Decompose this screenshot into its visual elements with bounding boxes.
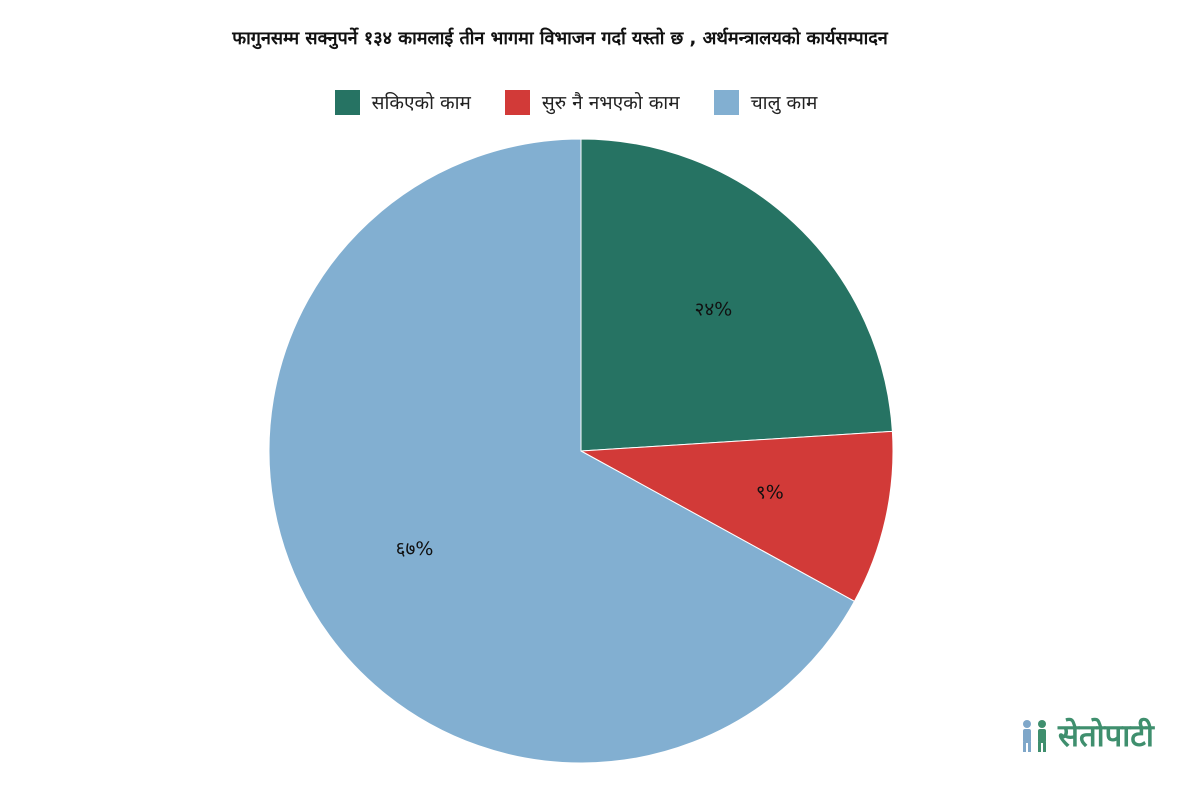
- legend-item-completed: सकिएको काम: [334, 89, 471, 115]
- logo-wordmark: सेतोपाटी: [1058, 717, 1154, 754]
- legend-label-ongoing: चालु काम: [750, 92, 818, 114]
- pie-slice-ongoing: [268, 138, 856, 764]
- pie-slice-completed: [580, 138, 893, 452]
- chart-title: फागुनसम्म सक्नुपर्ने १३४ कामलाई तीन भागम…: [232, 28, 888, 49]
- legend-item-ongoing: चालु काम: [713, 89, 818, 115]
- slice-value-label-not-started: ९%: [756, 482, 784, 504]
- legend-swatch-ongoing: [713, 89, 739, 115]
- legend-label-completed: सकिएको काम: [371, 92, 471, 114]
- slice-value-label-ongoing: ६७%: [396, 538, 434, 560]
- people-logo-icon: [1023, 720, 1046, 752]
- legend-item-not-started: सुरु नै नभएको काम: [504, 89, 680, 115]
- setopati-logo: सेतोपाटी: [1018, 718, 1154, 754]
- slice-value-label-completed: २४%: [695, 298, 733, 320]
- pie-slice-not-started: [579, 430, 894, 602]
- legend-swatch-completed: [334, 89, 360, 115]
- legend-label-not-started: सुरु नै नभएको काम: [541, 92, 680, 114]
- legend-swatch-not-started: [504, 89, 530, 115]
- chart-legend: सकिएको काम सुरु नै नभएको काम चालु काम: [0, 89, 1152, 115]
